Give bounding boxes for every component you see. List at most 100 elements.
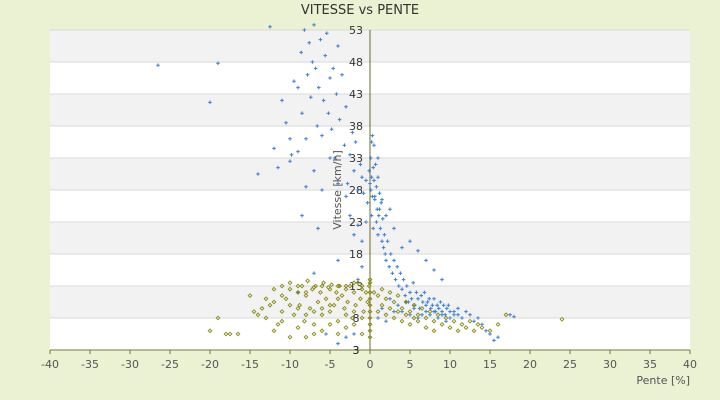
- data-point: [300, 213, 304, 218]
- data-point: [271, 299, 277, 305]
- data-point: [416, 249, 420, 253]
- data-point: [359, 286, 365, 292]
- data-point: [403, 293, 407, 298]
- data-point: [415, 318, 421, 324]
- data-point: [495, 321, 501, 327]
- data-point: [279, 309, 285, 315]
- data-point: [391, 299, 397, 305]
- data-point: [337, 117, 342, 122]
- data-point: [456, 306, 460, 311]
- data-point: [321, 98, 326, 103]
- x-tick-label: 20: [523, 358, 537, 371]
- data-point: [384, 319, 388, 323]
- data-point: [267, 302, 273, 308]
- data-point: [431, 318, 437, 324]
- data-point: [376, 156, 380, 160]
- data-point: [416, 297, 420, 301]
- data-point: [422, 290, 427, 295]
- data-point: [435, 312, 441, 318]
- data-point: [379, 201, 383, 205]
- data-point: [312, 23, 316, 27]
- data-point: [398, 271, 403, 275]
- data-point: [440, 277, 444, 282]
- data-point: [411, 281, 415, 285]
- data-point: [355, 280, 361, 286]
- data-point: [331, 302, 337, 308]
- data-point: [303, 293, 309, 299]
- data-point: [305, 73, 310, 77]
- data-point: [295, 305, 301, 311]
- data-point: [381, 245, 386, 250]
- y-tick-label: 3: [353, 344, 360, 357]
- data-point: [361, 191, 366, 195]
- data-point: [311, 309, 317, 315]
- data-point: [387, 265, 391, 269]
- data-point: [376, 175, 380, 179]
- data-point: [345, 181, 350, 186]
- data-point: [303, 289, 309, 295]
- data-point: [216, 61, 220, 66]
- data-point: [359, 331, 365, 337]
- data-point: [376, 233, 380, 237]
- data-point: [411, 302, 417, 308]
- data-point: [448, 309, 452, 314]
- data-point: [367, 296, 373, 302]
- data-point: [283, 296, 289, 302]
- data-point: [311, 284, 317, 290]
- data-point: [333, 289, 339, 295]
- data-point: [313, 66, 318, 71]
- data-point: [430, 303, 435, 307]
- data-point: [351, 280, 357, 286]
- data-point: [276, 165, 280, 170]
- data-point: [301, 318, 307, 324]
- data-point: [295, 325, 301, 331]
- data-point: [376, 316, 380, 320]
- data-point: [368, 181, 372, 186]
- data-point: [352, 332, 356, 336]
- y-tick-label: 23: [349, 216, 363, 229]
- data-point: [327, 286, 333, 292]
- data-point: [432, 268, 436, 272]
- data-point: [487, 328, 493, 334]
- data-point: [348, 213, 352, 218]
- data-point: [441, 303, 446, 307]
- data-point: [399, 318, 405, 324]
- data-point: [259, 305, 265, 311]
- data-point: [429, 306, 433, 311]
- data-point: [448, 316, 452, 320]
- data-point: [395, 309, 401, 315]
- data-point: [351, 309, 357, 315]
- data-point: [328, 156, 332, 160]
- data-point: [369, 156, 373, 160]
- data-point: [446, 303, 451, 307]
- data-point: [365, 299, 371, 305]
- data-point: [409, 297, 414, 301]
- data-point: [468, 313, 472, 317]
- data-point: [438, 300, 443, 304]
- y-tick-label: 33: [349, 152, 363, 165]
- data-point: [307, 41, 311, 45]
- data-point: [280, 98, 284, 103]
- data-point: [312, 271, 316, 275]
- data-point: [377, 213, 381, 218]
- x-tick-label: 5: [407, 358, 414, 371]
- data-point: [371, 165, 375, 170]
- data-point: [295, 283, 301, 289]
- data-point: [327, 309, 333, 315]
- data-point: [391, 315, 397, 321]
- data-point: [291, 312, 297, 318]
- data-point: [405, 284, 409, 288]
- data-point: [305, 278, 311, 284]
- data-point: [392, 309, 396, 314]
- data-point: [319, 283, 325, 289]
- data-point: [367, 309, 373, 315]
- data-point: [310, 60, 315, 64]
- data-point: [300, 111, 304, 115]
- data-point: [399, 305, 405, 311]
- data-point: [371, 289, 377, 295]
- data-point: [336, 341, 340, 346]
- data-point: [367, 328, 373, 334]
- y-tick-label: 8: [353, 312, 360, 325]
- data-point: [343, 286, 349, 292]
